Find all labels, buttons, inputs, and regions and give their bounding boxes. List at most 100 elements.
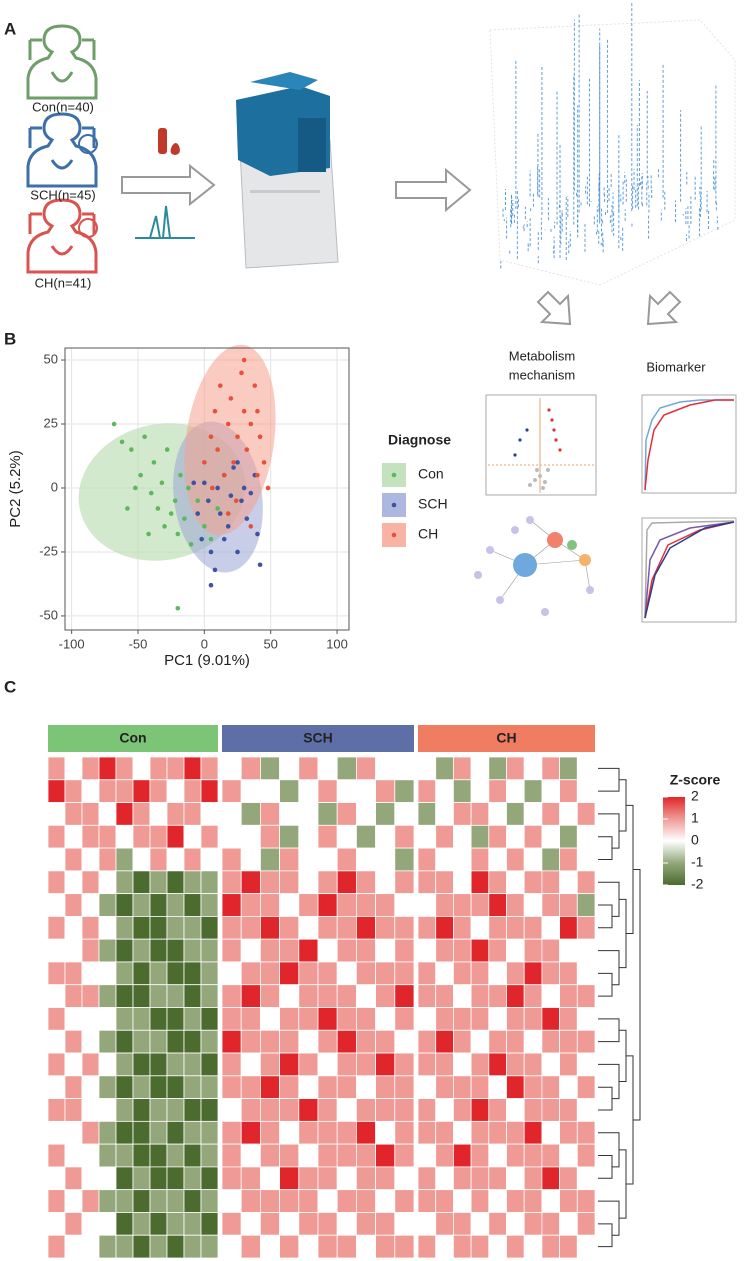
heat-cell: [506, 1007, 525, 1031]
group-bar: [418, 725, 595, 752]
heat-cell: [149, 1143, 168, 1168]
dendrogram-branch: [598, 881, 620, 917]
heat-cell: [576, 1143, 596, 1168]
heat-cell: [336, 1189, 357, 1213]
heat-cell: [336, 847, 357, 872]
section-title: Metabolism: [509, 348, 575, 363]
heat-cell: [452, 1075, 472, 1099]
group-label: SCH(n=45): [30, 187, 95, 202]
dendrogram-branch: [598, 972, 613, 997]
heat-cell: [317, 1075, 338, 1099]
heat-cell: [279, 938, 300, 963]
dendrogram-branch: [619, 1029, 627, 1083]
heat-cell: [132, 802, 151, 826]
heat-cell: [317, 961, 338, 986]
heat-cell: [98, 938, 117, 963]
heat-cell: [64, 1166, 83, 1191]
heat-cell: [64, 824, 83, 849]
heat-cell: [240, 1234, 261, 1259]
arrow: [121, 163, 216, 207]
heat-cell: [576, 1189, 596, 1213]
heat-cell: [221, 1120, 242, 1145]
heat-cell: [470, 1052, 490, 1077]
heat-cell: [183, 1075, 202, 1099]
heat-cell: [166, 1143, 185, 1168]
heat-cell: [375, 756, 396, 781]
heat-cell: [279, 1234, 300, 1259]
heat-cell: [488, 870, 507, 895]
heat-cell: [470, 1143, 490, 1168]
heat-cell: [166, 1120, 185, 1145]
y-tick-label: 50: [44, 351, 58, 366]
heat-cell: [149, 1052, 168, 1077]
point: [217, 511, 223, 516]
heat-cell: [64, 984, 83, 1008]
heat-cell: [523, 1189, 543, 1213]
heat-cell: [452, 984, 472, 1008]
legend-dot: [391, 532, 397, 538]
heat-cell: [221, 1029, 242, 1054]
dendrogram-branch: [598, 836, 613, 860]
heat-cell: [64, 1189, 83, 1213]
heat-cell: [394, 847, 415, 872]
heat-cell: [279, 779, 300, 803]
patient-icons: [26, 24, 98, 274]
heat-cell: [394, 984, 415, 1008]
heat-cell: [47, 802, 66, 826]
heat-cell: [81, 1234, 100, 1259]
heat-cell: [470, 1212, 490, 1236]
point: [146, 531, 151, 537]
heat-cell: [523, 1075, 543, 1099]
heat-cell: [47, 1029, 66, 1054]
heat-cell: [200, 802, 219, 826]
heat-cell: [221, 916, 242, 940]
heat-cell: [81, 870, 100, 895]
dendrogram-branch: [598, 813, 620, 849]
heat-cell: [435, 893, 454, 917]
heat-cell: [115, 1143, 134, 1168]
point: [111, 421, 117, 427]
heat-cell: [166, 779, 185, 803]
heat-cell: [81, 824, 100, 849]
heat-cell: [559, 1052, 578, 1077]
heat-cell: [279, 1120, 300, 1145]
heat-cell: [336, 1075, 357, 1099]
heat-cell: [375, 1212, 396, 1236]
heat-cell: [64, 1098, 83, 1122]
heat-cell: [336, 984, 357, 1008]
heat-cell: [298, 1234, 319, 1259]
heat-cell: [488, 1029, 507, 1054]
heat-cell: [221, 1189, 242, 1213]
heat-cell: [394, 1052, 415, 1077]
heat-cell: [132, 1052, 151, 1077]
heat-cell: [317, 756, 338, 781]
heat-cell: [541, 870, 561, 895]
heat-cell: [200, 1075, 219, 1099]
legend-dot: [391, 502, 397, 508]
heat-cell: [470, 756, 490, 781]
heat-cell: [355, 1075, 376, 1099]
heat-cell: [417, 1189, 437, 1213]
heat-cell: [559, 824, 578, 849]
heat-cell: [259, 1189, 280, 1213]
heat-cell: [417, 961, 437, 986]
point: [119, 439, 125, 445]
heat-cell: [576, 779, 596, 803]
heat-cell: [417, 756, 437, 781]
heat-cell: [452, 1189, 472, 1213]
heat-cell: [523, 1143, 543, 1168]
heat-cell: [115, 1052, 134, 1077]
heat-cell: [452, 1212, 472, 1236]
heat-cell: [64, 1212, 83, 1236]
heat-cell: [47, 1098, 66, 1122]
heat-cell: [200, 1212, 219, 1236]
group-bar: [222, 725, 414, 752]
heat-cell: [183, 756, 202, 781]
heat-cell: [317, 1052, 338, 1077]
heat-cell: [166, 1212, 185, 1236]
heat-cell: [98, 756, 117, 781]
legend-label: SCH: [418, 496, 448, 512]
heat-cell: [259, 1007, 280, 1031]
heat-cell: [149, 1029, 168, 1054]
heat-cell: [559, 1029, 578, 1054]
